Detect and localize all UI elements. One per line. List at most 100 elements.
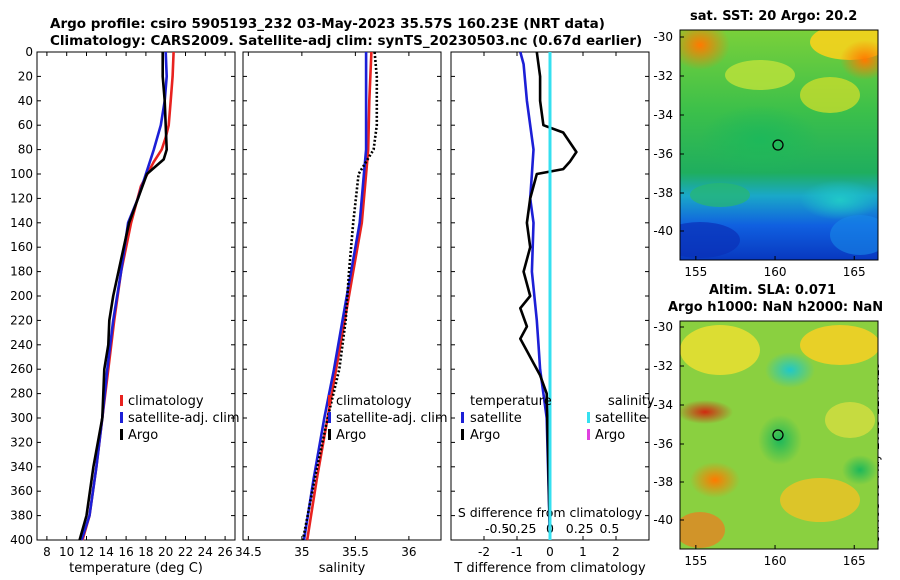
x-tick-label: 36: [401, 545, 416, 559]
y-tick-label: 360: [10, 484, 33, 498]
legend-label: satellite: [470, 411, 522, 426]
sst-argo-location-marker: [772, 139, 784, 151]
legend-label: Argo: [470, 428, 500, 443]
profile-panel-2: 34.5 35 35.5 36 salinity climatology satellite…: [235, 51, 448, 576]
legend-swatch: [120, 429, 123, 440]
y-tick-label: 120: [10, 191, 33, 205]
y-tick-label: 340: [10, 460, 33, 474]
series-line-argo: [78, 52, 168, 541]
x-tick-label: 35.5: [342, 545, 369, 559]
y-tick-label: 160: [10, 240, 33, 254]
legend-label: Argo: [128, 428, 158, 443]
x-tick-label: 16: [118, 545, 133, 559]
y-tick-label: 400: [10, 533, 33, 547]
x-tick-label: 20: [158, 545, 173, 559]
y-tick-label: 20: [18, 69, 33, 83]
map-lat-label: -36: [653, 147, 673, 161]
profile-panel-1: 0 20 40 60 80 100 120 140 160 180 200 220 240 260 280 3…: [10, 45, 240, 576]
map-lon-label: 160: [764, 554, 787, 568]
plot-frame: [242, 51, 442, 541]
figure-title-line-2: Climatology: CARS2009. Satellite-adj cli…: [50, 33, 643, 49]
top-tick-label: -0.25: [504, 521, 536, 536]
map-lat-label: -34: [653, 398, 673, 412]
y-tick-label: 240: [10, 338, 33, 352]
x-tick-label: 0: [546, 545, 554, 559]
legend-label: climatology: [336, 394, 412, 409]
map-lon-label: 165: [843, 265, 866, 279]
map-lat-label: -32: [653, 359, 673, 373]
legend-label: satellite-adj. clim: [336, 411, 448, 426]
map-lat-label: -38: [653, 186, 673, 200]
sla-map-title-line-1: Altim. SLA: 0.071: [709, 283, 836, 298]
map-lat-label: -40: [653, 224, 673, 238]
x-tick-label: 22: [178, 545, 193, 559]
sst-map: [680, 30, 878, 260]
legend-swatch: [587, 412, 590, 423]
map-lat-label: -36: [653, 437, 673, 451]
profile-panels: 0204060801001201401601802002202402602803…: [10, 45, 655, 576]
x-axis-label: temperature (deg C): [69, 561, 203, 576]
map-lon-label: 155: [684, 554, 707, 568]
legend-swatch: [587, 429, 590, 440]
top-tick-label: 0.5: [599, 521, 619, 536]
y-tick-label: 180: [10, 265, 33, 279]
legend-title-salinity: salinity: [608, 394, 655, 409]
map-lon-label: 155: [684, 265, 707, 279]
legend-swatch: [461, 412, 464, 423]
sst-map-title: sat. SST: 20 Argo: 20.2: [690, 9, 858, 24]
map-lat-label: -40: [653, 513, 673, 527]
map-lon-label: 165: [843, 554, 866, 568]
x-tick-label: -1: [511, 545, 523, 559]
x-axis-label: salinity: [319, 561, 366, 576]
legend-label: climatology: [128, 394, 204, 409]
legend-swatch: [328, 429, 331, 440]
y-tick-label: 220: [10, 313, 33, 327]
x-tick-label: 14: [99, 545, 114, 559]
map-lat-label: -32: [653, 69, 673, 83]
legend-label: Argo: [336, 428, 366, 443]
legend-swatch: [120, 412, 123, 423]
sla-map: [680, 321, 878, 549]
y-tick-label: 0: [25, 45, 33, 59]
legend-label: satellite-adj. clim: [128, 411, 240, 426]
y-tick-label: 40: [18, 94, 33, 108]
x-tick-label: 26: [217, 545, 232, 559]
y-tick-label: 100: [10, 167, 33, 181]
x-tick-label: 18: [138, 545, 153, 559]
map-lat-label: -30: [653, 30, 673, 44]
x-tick-label: 35: [294, 545, 309, 559]
legend-swatch: [328, 395, 331, 406]
y-tick-label: 60: [18, 118, 33, 132]
legend-label: Argo: [595, 428, 625, 443]
y-tick-label: 80: [18, 143, 33, 157]
map-lon-label: 160: [764, 265, 787, 279]
top-tick-label: 0.25: [566, 521, 594, 536]
x-tick-label: -2: [478, 545, 490, 559]
map-axes: -30 -32 -34 -36 -38 -40 155 160 165 -30 -32 -34 -36 -…: [653, 30, 865, 568]
map-lat-label: -38: [653, 475, 673, 489]
y-tick-label: 260: [10, 362, 33, 376]
series-line-temperature-satellite: [519, 51, 552, 541]
x-tick-label: 10: [59, 545, 74, 559]
x-tick-label: 34.5: [235, 545, 262, 559]
top-tick-label: -0.5: [485, 521, 509, 536]
x-axis-label: T difference from climatology: [453, 561, 646, 576]
map-lat-label: -30: [653, 320, 673, 334]
x-tick-label: 1: [579, 545, 587, 559]
sla-map-title-line-2: Argo h1000: NaN h2000: NaN: [668, 300, 884, 315]
plot-frame: [36, 51, 236, 541]
series-line-argo: [301, 51, 379, 541]
legend-title-temperature: temperature: [470, 394, 552, 409]
y-tick-label: 140: [10, 216, 33, 230]
x-tick-label: 8: [43, 545, 51, 559]
map-lat-label: -34: [653, 108, 673, 122]
legend-swatch: [120, 395, 123, 406]
sla-argo-location-marker: [772, 429, 784, 441]
legend-swatch: [461, 429, 464, 440]
figure-title-line-1: Argo profile: csiro 5905193_232 03-May-2…: [50, 16, 605, 32]
y-tick-label: 320: [10, 435, 33, 449]
series-line-satellite-adj-clim: [302, 52, 368, 541]
legend-label: satellite: [595, 411, 647, 426]
